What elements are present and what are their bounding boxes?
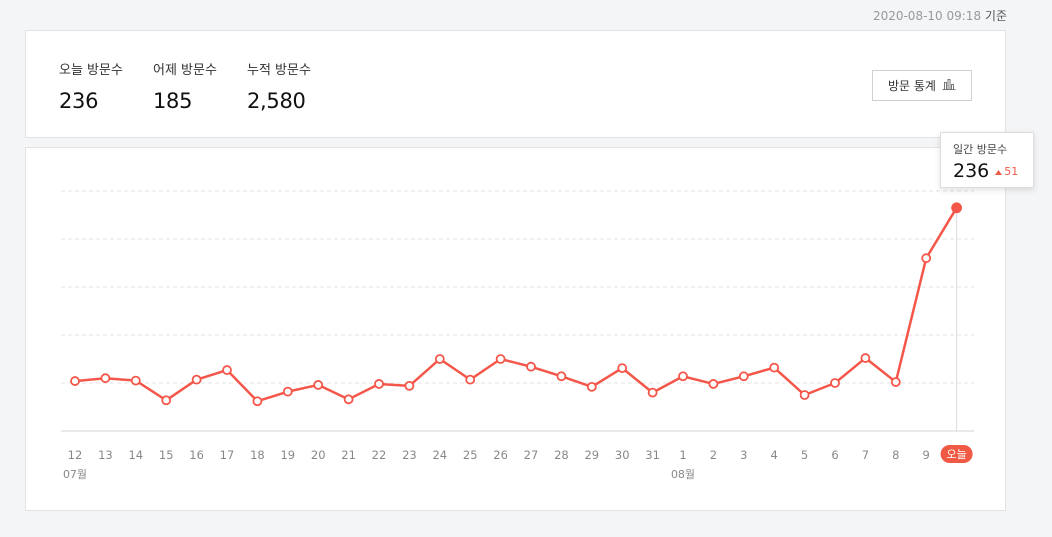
x-tick-label: 9 — [923, 448, 930, 462]
x-tick-label: 28 — [554, 448, 569, 462]
data-point — [556, 371, 567, 382]
x-tick-label: 29 — [584, 448, 599, 462]
x-tick-label: 16 — [189, 448, 204, 462]
tooltip-change: 51 — [995, 165, 1018, 178]
x-tick-label: 5 — [801, 448, 808, 462]
data-point — [465, 374, 476, 385]
data-point — [343, 394, 354, 405]
month-label: 07월 — [63, 468, 87, 481]
data-point — [404, 380, 415, 391]
total-visits-label: 누적 방문수 — [247, 63, 311, 78]
data-point — [860, 353, 871, 363]
data-point — [191, 374, 202, 385]
total-visits-value: 2,580 — [247, 89, 306, 113]
x-tick-label: 1 — [679, 448, 686, 462]
data-point — [434, 354, 445, 364]
today-visits: 오늘 방문수 236 — [59, 59, 123, 113]
data-point — [921, 253, 932, 264]
x-tick-label: 25 — [463, 448, 478, 462]
yesterday-visits: 어제 방문수 185 — [153, 59, 217, 113]
x-tick-label: 26 — [493, 448, 508, 462]
x-tick-label: 2 — [710, 448, 717, 462]
timestamp: 2020-08-10 09:18 기준 — [873, 7, 1007, 24]
timestamp-value: 2020-08-10 09:18 — [872, 9, 982, 23]
x-tick-label-today: 오늘 — [946, 448, 966, 461]
series-line — [74, 207, 958, 403]
x-tick-label: 18 — [250, 448, 265, 462]
data-point — [526, 361, 536, 372]
data-point — [830, 378, 840, 388]
x-tick-label: 20 — [311, 448, 326, 462]
data-point — [708, 379, 719, 389]
bar-chart-icon — [942, 78, 956, 93]
today-visits-label: 오늘 방문수 — [59, 63, 123, 78]
timestamp-suffix: 기준 — [984, 9, 1007, 23]
data-point — [738, 371, 749, 382]
data-point — [799, 390, 810, 400]
daily-visits-chart: 12 13 14 15 16 17 18 19 20 21 22 23 24 25 26 27 28 29 30 31… — [61, 190, 974, 481]
yesterday-visits-label: 어제 방문수 — [153, 63, 217, 78]
data-point — [890, 377, 901, 387]
data-point — [647, 387, 658, 398]
triangle-up-icon — [995, 165, 1003, 178]
x-tick-label: 12 — [68, 448, 83, 462]
data-point — [100, 373, 111, 384]
x-tick-label: 27 — [524, 448, 539, 462]
data-point — [161, 395, 172, 406]
total-visits: 누적 방문수 2,580 — [247, 59, 311, 113]
chart-tooltip: 일간 방문수 236 51 — [940, 132, 1034, 188]
data-point-today — [951, 202, 962, 214]
visit-stats-button[interactable]: 방문 통계 — [872, 70, 972, 101]
tooltip-value: 236 — [953, 160, 990, 182]
x-tick-label: 24 — [432, 448, 447, 462]
data-point — [282, 386, 293, 397]
x-tick-label: 14 — [128, 448, 143, 462]
x-tick-label: 6 — [831, 448, 838, 462]
x-tick-label: 21 — [341, 448, 356, 462]
x-tick-label: 8 — [892, 448, 899, 462]
x-tick-label: 15 — [159, 448, 174, 462]
today-visits-value: 236 — [59, 89, 99, 113]
data-point — [130, 375, 141, 386]
x-tick-label: 23 — [402, 448, 417, 462]
x-tick-label: 30 — [615, 448, 630, 462]
visit-stats-button-label: 방문 통계 — [888, 79, 936, 93]
data-point — [678, 371, 688, 382]
visit-summary-card: 오늘 방문수 236 어제 방문수 185 누적 방문수 2,580 방문 통계 — [25, 30, 1006, 138]
data-point — [222, 365, 232, 375]
x-tick-label: 13 — [98, 448, 113, 462]
x-tick-label: 31 — [645, 448, 660, 462]
data-point — [374, 379, 384, 389]
data-point — [252, 396, 263, 407]
yesterday-visits-value: 185 — [153, 89, 193, 113]
x-tick-label: 7 — [862, 448, 869, 462]
x-tick-label: 22 — [372, 448, 387, 462]
data-point — [495, 354, 506, 364]
data-point — [617, 363, 628, 374]
data-point — [313, 380, 324, 390]
tooltip-label: 일간 방문수 — [953, 143, 1008, 156]
tooltip-change-value: 51 — [1004, 164, 1019, 178]
x-tick-label: 17 — [220, 448, 235, 462]
today-badge — [940, 445, 973, 463]
data-point — [769, 362, 780, 373]
daily-visits-chart-card: 12 13 14 15 16 17 18 19 20 21 22 23 24 25 26 27 28 29 30 31… — [25, 147, 1006, 511]
data-point — [586, 381, 597, 392]
month-label: 08월 — [671, 468, 695, 481]
x-tick-label: 4 — [771, 448, 778, 462]
x-tick-label: 3 — [740, 448, 747, 462]
data-point — [70, 376, 80, 386]
x-tick-label: 19 — [280, 448, 295, 462]
